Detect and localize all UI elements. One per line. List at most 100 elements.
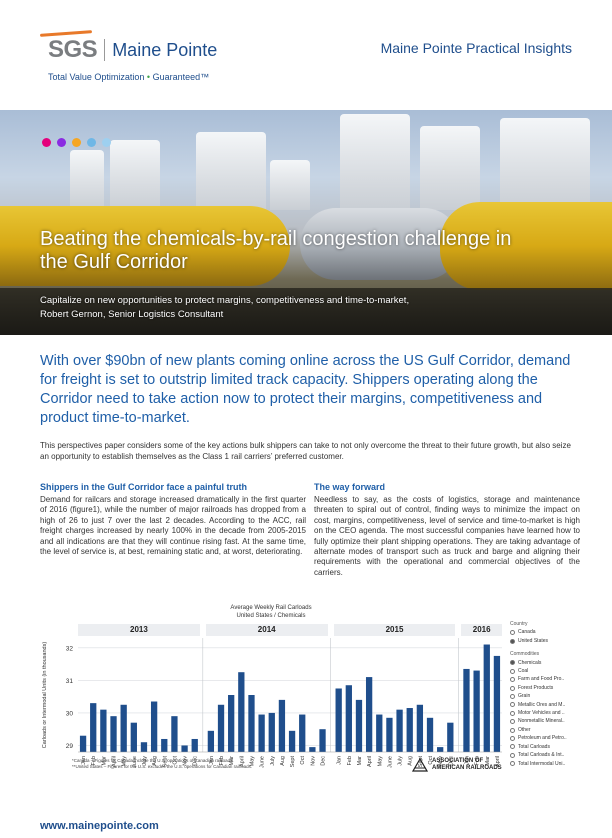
chart-bar bbox=[426, 717, 434, 752]
legend-commodity-option[interactable]: Forest Products bbox=[510, 684, 600, 692]
radio-icon[interactable] bbox=[510, 735, 515, 741]
tagline-guarantee: Guaranteed™ bbox=[152, 72, 210, 82]
series-title: Maine Pointe Practical Insights bbox=[380, 40, 572, 56]
x-tick-label: Feb bbox=[347, 756, 353, 765]
legend-commodities-heading: Commodities bbox=[510, 651, 540, 658]
footnote-us: **United States – Figures for the U.S. e… bbox=[72, 764, 253, 769]
x-tick-label: Jan bbox=[81, 756, 87, 765]
chart-bar bbox=[268, 712, 275, 752]
chart-bar bbox=[100, 709, 107, 752]
legend-commodity-option[interactable]: Total Carloads bbox=[510, 743, 600, 751]
radio-icon[interactable] bbox=[510, 702, 515, 708]
chart-bar bbox=[130, 722, 137, 752]
chart-bar bbox=[463, 668, 470, 752]
legend-commodity-option[interactable]: Other bbox=[510, 726, 600, 734]
brand-dot bbox=[87, 138, 96, 147]
legend-commodity-option-label: Metallic Ores and M.. bbox=[518, 701, 566, 708]
lead-paragraph: With over $90bn of new plants coming onl… bbox=[40, 353, 571, 426]
chart-title-block: Average Weekly Rail Carloads United Stat… bbox=[36, 604, 506, 620]
legend-commodity-option[interactable]: Chemicals bbox=[510, 659, 600, 667]
radio-icon[interactable] bbox=[510, 744, 515, 750]
radio-icon[interactable] bbox=[510, 677, 515, 683]
legend-commodity-option[interactable]: Coal bbox=[510, 667, 600, 675]
chart-legend: Country Canada United States Commodities … bbox=[510, 618, 600, 768]
chart-bar bbox=[365, 677, 373, 752]
radio-icon[interactable] bbox=[510, 710, 515, 716]
x-tick-label: July bbox=[270, 756, 276, 766]
y-tick-label: 32 bbox=[66, 645, 74, 652]
legend-commodity-option[interactable]: Nonmetallic Mineral.. bbox=[510, 717, 600, 725]
footnote-canada: *Canada – Figures for Canada include the… bbox=[72, 758, 234, 763]
legend-commodity-option[interactable]: Metallic Ores and M.. bbox=[510, 701, 600, 709]
legend-commodity-option[interactable]: Total Carloads & Int.. bbox=[510, 751, 600, 759]
x-tick-label: May bbox=[377, 756, 383, 767]
x-tick-label: Oct bbox=[300, 756, 306, 765]
legend-commodity-option-label: Total Carloads bbox=[518, 743, 550, 750]
x-tick-label: Mar bbox=[485, 756, 491, 766]
brand-dot bbox=[42, 138, 51, 147]
legend-country-option[interactable]: United States bbox=[510, 637, 600, 645]
chart-bar bbox=[493, 655, 501, 752]
x-tick-label: Aug bbox=[280, 756, 286, 766]
legend-commodity-option[interactable]: Farm and Food Pro.. bbox=[510, 675, 600, 683]
chart-bar bbox=[376, 714, 383, 752]
radio-icon[interactable] bbox=[510, 660, 515, 666]
logo-company-name: Maine Pointe bbox=[112, 39, 218, 60]
chart-bar bbox=[396, 709, 403, 752]
page-header: SGS Maine Pointe Total Value Optimizatio… bbox=[0, 0, 612, 110]
footer-website-link[interactable]: www.mainepointe.com bbox=[40, 820, 159, 832]
x-tick-label: Sept bbox=[162, 756, 168, 768]
sgs-maine-pointe-logo[interactable]: SGS Maine Pointe bbox=[48, 36, 217, 64]
radio-icon[interactable] bbox=[510, 685, 515, 691]
legend-commodity-option[interactable]: Petroleum and Petro.. bbox=[510, 734, 600, 742]
storage-tank bbox=[500, 118, 590, 210]
legend-commodity-option[interactable]: Motor Vehicles and .. bbox=[510, 709, 600, 717]
x-tick-label: June bbox=[132, 756, 138, 768]
radio-icon[interactable] bbox=[510, 761, 515, 767]
chart-bar bbox=[278, 699, 286, 752]
radio-icon[interactable] bbox=[510, 727, 515, 733]
legend-commodity-option-label: Motor Vehicles and .. bbox=[518, 710, 565, 717]
legend-commodity-option[interactable]: Total Intermodal Uni.. bbox=[510, 760, 600, 768]
radio-icon[interactable] bbox=[510, 630, 515, 636]
chart-bar bbox=[238, 672, 245, 752]
x-tick-label: Nov bbox=[438, 756, 444, 766]
chart-title: Average Weekly Rail Carloads bbox=[230, 605, 312, 611]
x-tick-label: May bbox=[249, 756, 255, 767]
hero-subtitle-block: Capitalize on new opportunities to prote… bbox=[40, 294, 600, 322]
track-bed bbox=[0, 288, 612, 335]
logo-divider bbox=[104, 39, 106, 61]
legend-commodity-option[interactable]: Grain bbox=[510, 692, 600, 700]
legend-commodity-option-label: Chemicals bbox=[518, 659, 542, 666]
radio-icon[interactable] bbox=[510, 638, 515, 644]
legend-commodity-option-label: Forest Products bbox=[518, 684, 554, 691]
x-tick-label: Mar bbox=[357, 756, 363, 766]
chart-bar bbox=[161, 738, 168, 752]
chart-bar bbox=[120, 704, 127, 752]
radio-icon[interactable] bbox=[510, 752, 515, 758]
radio-icon[interactable] bbox=[510, 668, 515, 674]
radio-icon[interactable] bbox=[510, 693, 515, 699]
right-column: The way forward Needless to say, as the … bbox=[314, 482, 580, 578]
chart-bar bbox=[79, 735, 87, 752]
brand-dots bbox=[42, 138, 111, 147]
x-tick-label: June bbox=[387, 756, 393, 768]
legend-commodity-option-label: Coal bbox=[518, 668, 529, 675]
x-tick-label: Sept bbox=[290, 756, 296, 768]
chart-bar bbox=[355, 699, 363, 752]
chart-bar bbox=[319, 729, 326, 752]
left-column-heading: Shippers in the Gulf Corridor face a pai… bbox=[40, 482, 248, 492]
chart-bar bbox=[171, 716, 178, 752]
chart-bar bbox=[258, 714, 265, 752]
year-band-label: 2015 bbox=[333, 624, 456, 636]
legend-country-option[interactable]: Canada bbox=[510, 628, 600, 636]
legend-commodity-option-label: Total Carloads & Int.. bbox=[518, 752, 565, 759]
radio-icon[interactable] bbox=[510, 719, 515, 725]
tagline-bullet: • bbox=[146, 72, 151, 82]
chart-bar bbox=[483, 644, 490, 752]
chart-bar bbox=[181, 745, 188, 752]
storage-tank bbox=[420, 126, 480, 210]
storage-tank bbox=[196, 132, 266, 212]
legend-commodity-option-label: Grain bbox=[518, 693, 531, 700]
chart-bar bbox=[345, 685, 352, 752]
